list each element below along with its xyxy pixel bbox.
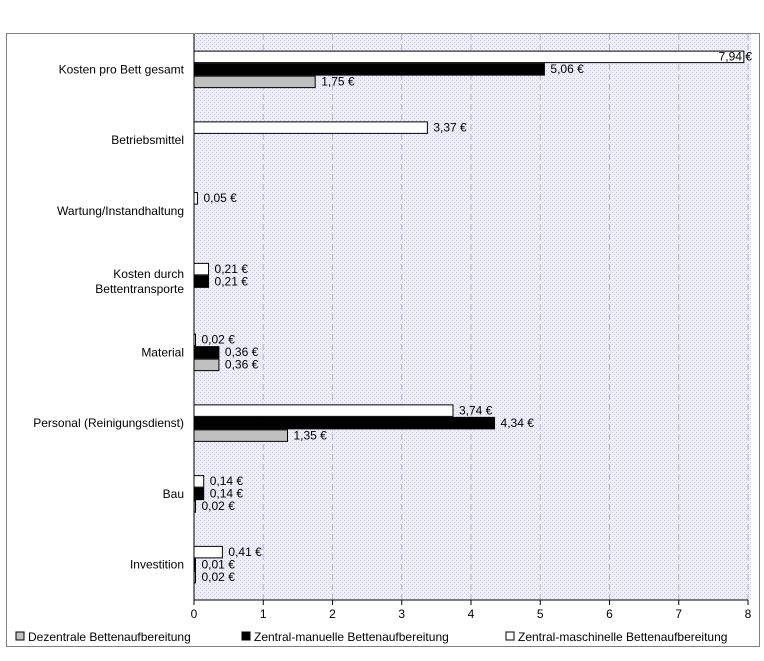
data-label: 0,02 € bbox=[202, 570, 236, 584]
x-tick-label: 3 bbox=[398, 607, 405, 621]
x-tick-label: 1 bbox=[260, 607, 267, 621]
category-label: Kosten durch bbox=[113, 267, 184, 281]
legend-label: Dezentrale Bettenaufbereitung bbox=[28, 630, 191, 644]
bar-zentral-maschinelle-bettenaufbereitung bbox=[193, 262, 210, 276]
bar-dezentrale-bettenaufbereitung bbox=[193, 358, 220, 372]
data-label: 7,94 € bbox=[719, 50, 753, 64]
category-label: Material bbox=[141, 345, 184, 359]
data-label: 0,02 € bbox=[202, 333, 236, 347]
gridlines bbox=[262, 34, 749, 600]
x-tick-label: 2 bbox=[329, 607, 336, 621]
legend-swatch-zentral-manuelle-bettenaufbereitung bbox=[241, 631, 251, 641]
category-label: Bettentransporte bbox=[95, 282, 184, 296]
bar-dezentrale-bettenaufbereitung bbox=[193, 429, 288, 442]
bar-zentral-maschinelle-bettenaufbereitung bbox=[193, 404, 454, 417]
bar-zentral-maschinelle-bettenaufbereitung bbox=[193, 475, 205, 488]
category-label: Kosten pro Bett gesamt bbox=[59, 62, 185, 76]
bar-zentral-manuelle-bettenaufbereitung bbox=[193, 346, 220, 359]
data-label: 0,41 € bbox=[228, 545, 262, 559]
bar-zentral-manuelle-bettenaufbereitung bbox=[193, 487, 205, 501]
data-label: 0,21 € bbox=[215, 262, 249, 276]
data-label: 0,36 € bbox=[225, 358, 259, 372]
x-tick-label: 5 bbox=[537, 607, 544, 621]
bars bbox=[193, 50, 745, 584]
data-label: 3,37 € bbox=[433, 120, 467, 134]
category-label: Betriebsmittel bbox=[111, 133, 184, 147]
category-label: Bau bbox=[163, 487, 184, 501]
data-label: 0,14 € bbox=[210, 487, 244, 501]
data-label: 3,74 € bbox=[459, 403, 493, 417]
x-tick-label: 6 bbox=[606, 607, 613, 621]
legend: Dezentrale Bettenaufbereitung Zentral-man… bbox=[15, 630, 727, 644]
data-label: 0,14 € bbox=[210, 474, 244, 488]
bar-zentral-maschinelle-bettenaufbereitung bbox=[193, 121, 428, 134]
x-axis: 0 1 2 3 4 5 6 7 8 bbox=[191, 34, 752, 621]
category-label: Personal (Reinigungsdienst) bbox=[33, 416, 184, 430]
bar-zentral-maschinelle-bettenaufbereitung bbox=[193, 50, 745, 64]
data-labels: 7,94 € 5,06 € 1,75 € 3,37 € 0,05 € 0,21 €0,21… bbox=[202, 50, 753, 584]
x-tick-label: 0 bbox=[191, 607, 198, 621]
x-tick-label: 7 bbox=[675, 607, 682, 621]
data-label: 0,02 € bbox=[202, 499, 236, 513]
data-label: 4,34 € bbox=[501, 416, 535, 430]
bar-zentral-maschinelle-bettenaufbereitung bbox=[193, 545, 223, 559]
bar-zentral-maschinelle-bettenaufbereitung bbox=[193, 192, 198, 205]
plot-area bbox=[194, 34, 751, 600]
data-label: 0,36 € bbox=[225, 345, 259, 359]
data-label: 0,21 € bbox=[215, 274, 249, 288]
x-tick-label: 4 bbox=[468, 607, 475, 621]
bar-zentral-manuelle-bettenaufbereitung bbox=[193, 63, 545, 76]
data-label: 5,06 € bbox=[550, 62, 584, 76]
data-label: 1,35 € bbox=[293, 428, 327, 442]
bar-zentral-manuelle-bettenaufbereitung bbox=[193, 416, 496, 430]
category-label: Wartung/Instandhaltung bbox=[57, 204, 184, 218]
bar-dezentrale-bettenaufbereitung bbox=[193, 75, 316, 89]
data-label: 1,75 € bbox=[321, 75, 355, 89]
category-labels: Kosten pro Bett gesamt Betriebsmittel Wart… bbox=[33, 62, 184, 571]
legend-label: Zentral-manuelle Bettenaufbereitung bbox=[254, 630, 449, 644]
category-label: Investition bbox=[130, 558, 184, 572]
data-label: 0,01 € bbox=[202, 557, 236, 571]
legend-swatch-zentral-maschinelle-bettenaufbereitung bbox=[505, 631, 515, 641]
legend-swatch-dezentrale-bettenaufbereitung bbox=[15, 631, 25, 641]
bar-zentral-manuelle-bettenaufbereitung bbox=[193, 275, 210, 288]
data-label: 0,05 € bbox=[203, 191, 237, 205]
x-tick-label: 8 bbox=[745, 607, 752, 621]
legend-label: Zentral-maschinelle Bettenaufbereitung bbox=[518, 630, 727, 644]
chart-outer-frame bbox=[6, 33, 760, 647]
